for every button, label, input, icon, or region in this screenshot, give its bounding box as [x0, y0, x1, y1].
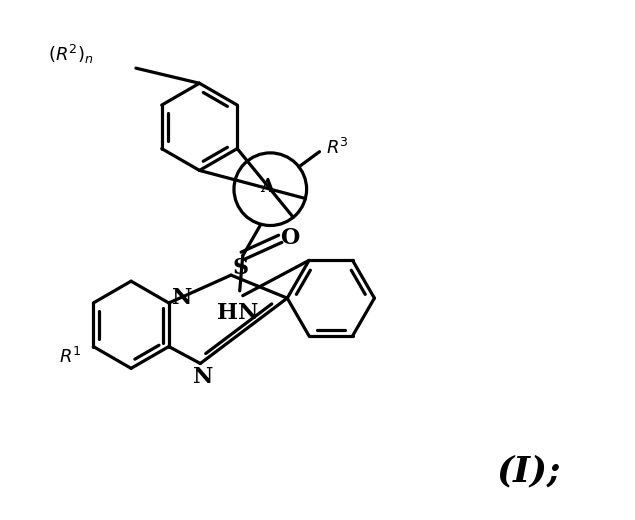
Text: N: N [193, 366, 213, 388]
Text: N: N [172, 287, 192, 309]
Text: A: A [260, 178, 274, 196]
Text: $R^1$: $R^1$ [59, 347, 82, 368]
Text: O: O [280, 227, 300, 249]
Text: HN: HN [217, 302, 258, 324]
Text: S: S [232, 257, 249, 279]
Text: $R^3$: $R^3$ [326, 138, 349, 158]
Text: $(R^2)_n$: $(R^2)_n$ [48, 43, 94, 66]
Text: (I);: (I); [497, 455, 561, 489]
